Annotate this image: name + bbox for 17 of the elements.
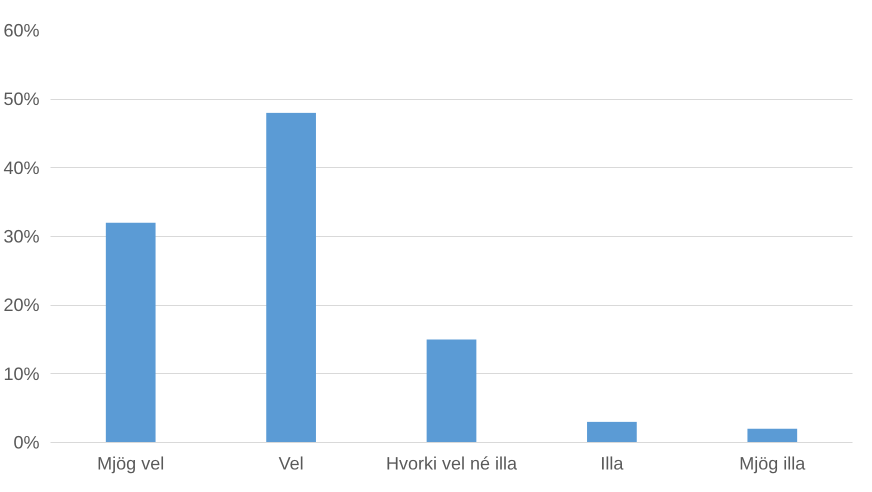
y-tick-label: 10% bbox=[3, 364, 40, 384]
x-tick-label: Mjög illa bbox=[739, 454, 806, 474]
bar bbox=[266, 112, 316, 442]
y-tick-label: 0% bbox=[13, 432, 40, 452]
x-tick-label: Mjög vel bbox=[97, 454, 164, 474]
bar bbox=[426, 340, 476, 442]
y-tick-label: 40% bbox=[3, 158, 40, 178]
x-tick-label: Vel bbox=[278, 454, 304, 474]
x-tick-label: Illa bbox=[600, 454, 624, 474]
y-tick-label: 20% bbox=[3, 295, 40, 316]
x-tick-label: Hvorki vel né illa bbox=[386, 454, 518, 474]
bar bbox=[747, 428, 798, 442]
bar bbox=[587, 422, 637, 442]
y-tick-label: 50% bbox=[3, 89, 40, 110]
y-tick-label: 30% bbox=[3, 226, 40, 246]
y-tick-label: 60% bbox=[3, 20, 40, 40]
bar bbox=[106, 222, 156, 442]
